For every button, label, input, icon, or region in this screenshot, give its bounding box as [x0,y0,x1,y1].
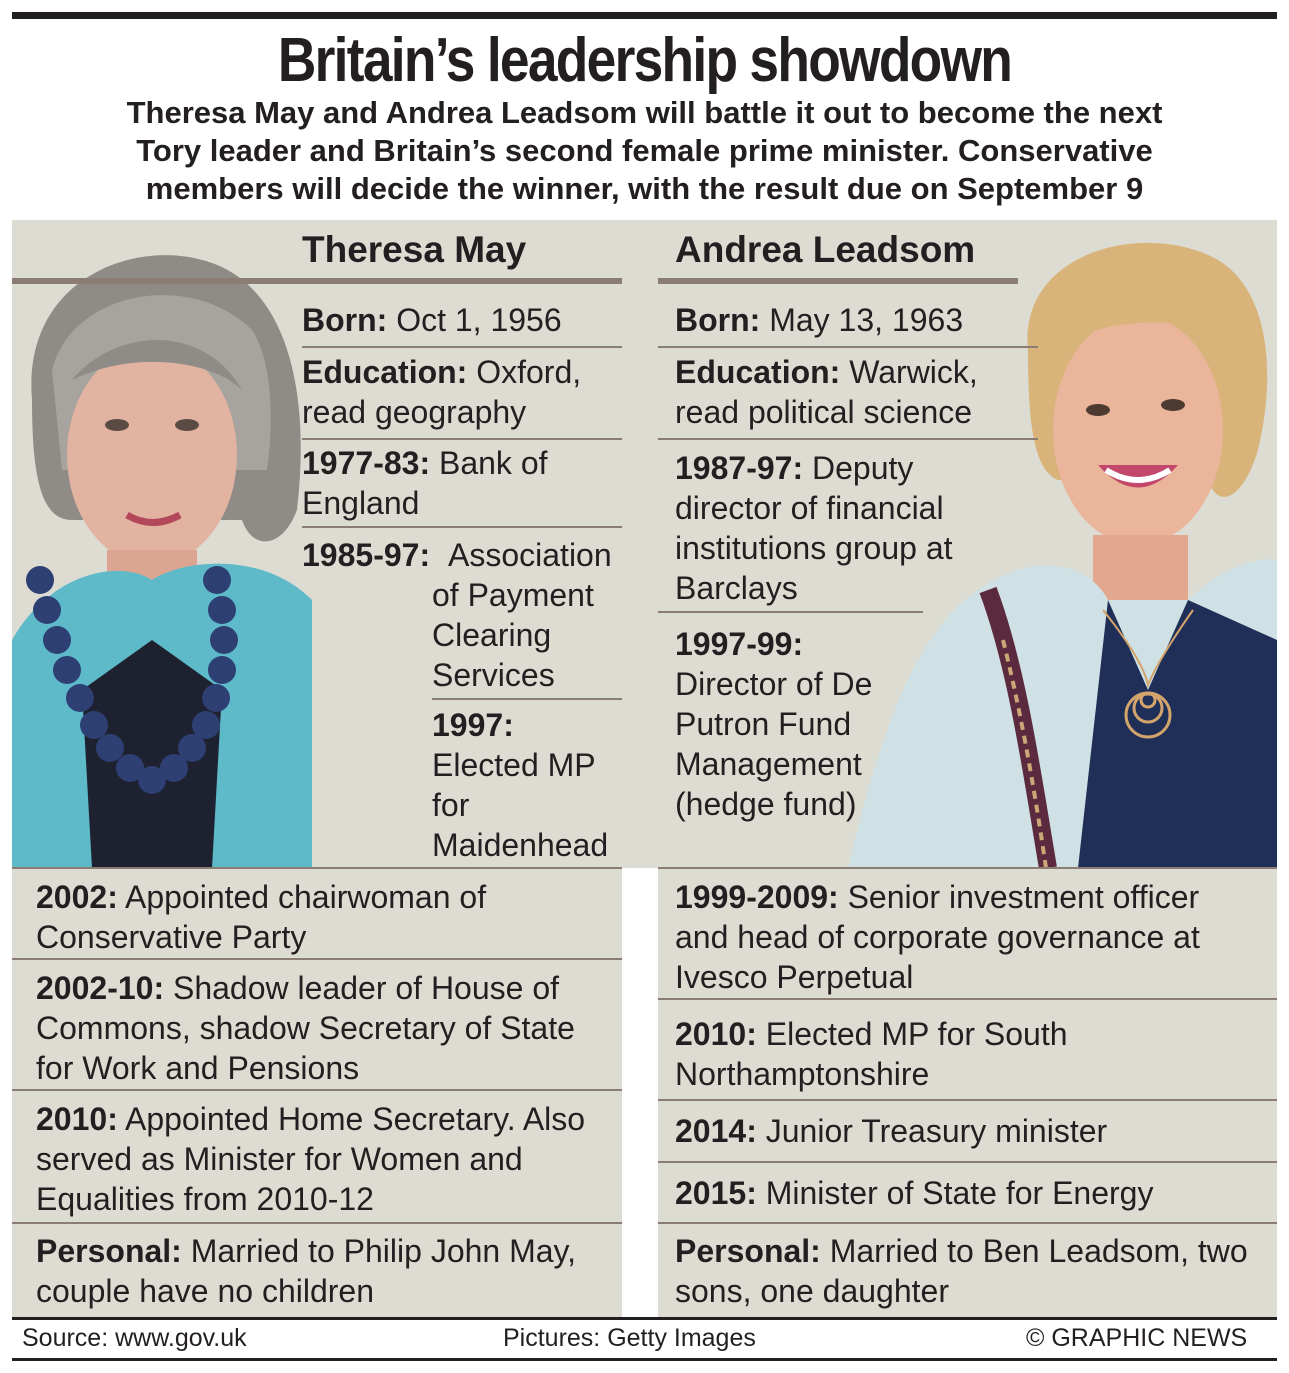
leadsom-2015: 2015: Minister of State for Energy [675,1175,1154,1211]
leadsom-personal: Personal: Married to Ben Leadsom, two so… [675,1233,1248,1309]
divider [658,1222,1277,1224]
leadsom-name-rule-2 [848,278,1018,284]
footer-rule-bottom [12,1358,1277,1361]
may-2010: 2010: Appointed Home Secretary. Also ser… [36,1101,586,1217]
leadsom-2010: 2010: Elected MP for South Northamptonsh… [675,1016,1068,1092]
leadsom-1999-2009: 1999-2009: Senior investment officer and… [675,879,1200,995]
standfirst: Theresa May and Andrea Leadsom will batt… [20,94,1269,208]
may-1977-83: 1977-83: Bank of England [302,445,548,521]
may-education: Education: Oxford, read geography [302,354,582,430]
divider [658,611,923,613]
may-personal: Personal: Married to Philip John May, co… [36,1233,577,1309]
divider [432,698,622,700]
graphic-news-credit: © GRAPHIC NEWS [1026,1324,1248,1352]
headline: Britain’s leadership showdown [277,26,1013,95]
divider [658,998,1277,1000]
divider [12,867,622,869]
leadsom-1997-99: 1997-99: Director of De Putron Fund Manag… [675,626,873,822]
top-rule [12,12,1277,19]
standfirst-line: Tory leader and Britain’s second female … [136,133,1153,168]
divider [658,867,1277,869]
footer-rule [12,1317,1277,1320]
standfirst-line: Theresa May and Andrea Leadsom will batt… [126,95,1163,130]
leadsom-name: Andrea Leadsom [675,229,976,270]
may-2002-10: 2002-10: Shadow leader of House of Commo… [36,970,575,1086]
divider [658,438,1038,440]
pictures-credit: Pictures: Getty Images [503,1324,756,1352]
divider [302,438,622,440]
divider [302,526,622,528]
may-1985-97-text: Association of Payment Clearing Services [432,537,612,693]
column-gap [622,868,658,1317]
source-credit: Source: www.gov.uk [22,1324,247,1352]
divider [12,1222,622,1224]
divider [658,346,1038,348]
divider [302,346,622,348]
divider [12,1089,622,1091]
theresa-may-photo [12,220,312,868]
leadsom-born: Born: May 13, 1963 [675,302,964,338]
standfirst-line: members will decide the winner, with the… [145,171,1144,206]
may-name: Theresa May [302,229,527,270]
divider [658,1161,1277,1163]
may-1985-97: 1985-97: [302,537,431,573]
may-name-rule [12,278,622,284]
may-born: Born: Oct 1, 1956 [302,302,562,338]
leadsom-name-rule [658,278,848,284]
may-1997: 1997: Elected MP for Maidenhead [432,707,609,863]
leadsom-1987-97: 1987-97: Deputy director of financial in… [675,450,953,606]
leadsom-2014: 2014: Junior Treasury minister [675,1113,1108,1149]
andrea-leadsom-photo [848,220,1277,868]
may-2002: 2002: Appointed chairwoman of Conservati… [36,879,487,955]
divider [12,958,622,960]
divider [658,1099,1277,1101]
leadsom-education: Education: Warwick, read political scien… [675,354,978,430]
